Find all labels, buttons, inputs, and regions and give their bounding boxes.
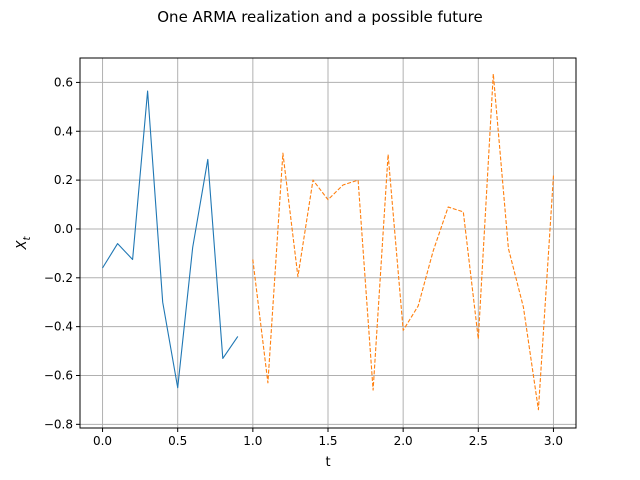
plot-series [102, 73, 555, 411]
y-tick-label: −0.4 [44, 320, 73, 334]
y-tick-label: 0.6 [54, 75, 73, 89]
chart-title: One ARMA realization and a possible futu… [157, 8, 483, 26]
x-tick-label: 0.0 [93, 434, 112, 448]
y-tick-label: −0.8 [44, 417, 73, 431]
y-axis-label-main: X [15, 239, 30, 250]
y-tick-label: 0.0 [54, 222, 73, 236]
y-tick-label: −0.6 [44, 368, 73, 382]
y-tick-label: 0.4 [54, 124, 73, 138]
grid-lines [80, 58, 576, 428]
x-tick-label: 2.5 [469, 434, 488, 448]
x-axis-label: t [325, 455, 330, 470]
realization-series-line [102, 90, 239, 389]
x-tick-label: 1.0 [243, 434, 262, 448]
x-tick-label: 2.0 [394, 434, 413, 448]
y-axis-label-subscript: t [22, 236, 33, 241]
y-tick-label: −0.2 [44, 271, 73, 285]
y-axis-label: Xt [15, 236, 33, 251]
x-tick-label: 0.5 [168, 434, 187, 448]
axis-ticks: 0.0 0.5 1.0 1.5 2.0 2.5 3.0 −0.8 −0.6 −0.4 −0.2 0.0… [44, 75, 563, 448]
x-tick-label: 1.5 [318, 434, 337, 448]
x-tick-label: 3.0 [544, 434, 563, 448]
y-tick-label: 0.2 [54, 173, 73, 187]
future-series-line [252, 73, 555, 411]
